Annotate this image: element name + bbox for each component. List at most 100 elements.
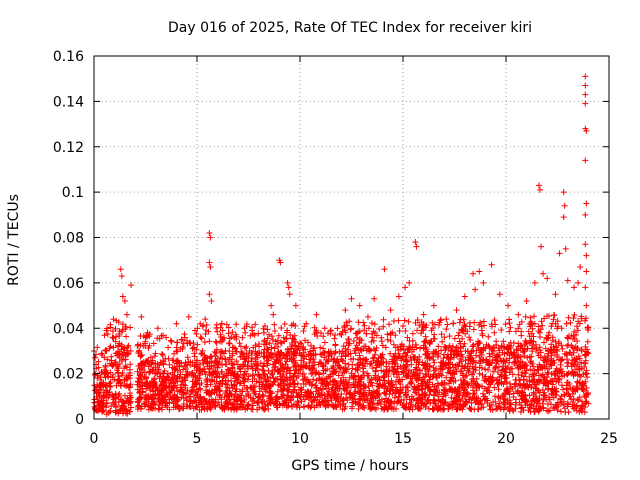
roti-point: [197, 334, 204, 341]
roti-point: [372, 351, 379, 358]
roti-point: [289, 341, 296, 348]
roti-point: [284, 392, 291, 399]
roti-point: [211, 402, 218, 409]
roti-peak-point: [583, 268, 590, 275]
roti-point: [522, 313, 529, 320]
roti-point: [482, 366, 489, 373]
roti-point: [166, 361, 173, 368]
roti-point: [381, 377, 388, 384]
roti-point: [149, 396, 156, 403]
roti-point: [301, 363, 308, 370]
roti-peak-point: [515, 311, 522, 318]
roti-point: [212, 352, 219, 359]
roti-point: [124, 351, 131, 358]
roti-point: [415, 395, 422, 402]
roti-point: [202, 371, 209, 378]
roti-point: [376, 362, 383, 369]
roti-point: [182, 365, 189, 372]
roti-point: [367, 406, 374, 413]
roti-point: [95, 390, 102, 397]
roti-point: [103, 400, 110, 407]
roti-point: [391, 394, 398, 401]
roti-point: [127, 324, 134, 331]
roti-point: [185, 358, 192, 365]
roti-point: [342, 366, 349, 373]
roti-point: [138, 361, 145, 368]
roti-point: [419, 359, 426, 366]
roti-point: [345, 361, 352, 368]
roti-point: [138, 370, 145, 377]
roti-peak-point: [292, 302, 299, 309]
roti-point: [166, 389, 173, 396]
roti-point: [203, 378, 210, 385]
roti-point: [345, 351, 352, 358]
roti-peak-point: [207, 234, 214, 241]
roti-point: [225, 404, 232, 411]
roti-point: [229, 365, 236, 372]
roti-point: [126, 408, 133, 415]
roti-point: [385, 360, 392, 367]
roti-point: [213, 339, 220, 346]
roti-point: [173, 384, 180, 391]
roti-point: [201, 352, 208, 359]
roti-point: [539, 322, 546, 329]
roti-point: [339, 369, 346, 376]
roti-point: [106, 380, 113, 387]
roti-point: [267, 399, 274, 406]
roti-point: [187, 393, 194, 400]
roti-point: [154, 361, 161, 368]
roti-peak-point: [321, 325, 328, 332]
roti-point: [345, 336, 352, 343]
roti-point: [360, 345, 367, 352]
roti-point: [225, 357, 232, 364]
x-tick-label: 25: [600, 431, 618, 447]
roti-point: [214, 328, 221, 335]
roti-point: [382, 404, 389, 411]
roti-point: [456, 319, 463, 326]
roti-point: [394, 355, 401, 362]
roti-point: [564, 342, 571, 349]
roti-point: [352, 366, 359, 373]
roti-point: [156, 391, 163, 398]
roti-point: [284, 346, 291, 353]
roti-point: [260, 381, 267, 388]
roti-point: [491, 317, 498, 324]
roti-point: [399, 354, 406, 361]
roti-point: [123, 347, 130, 354]
roti-point: [197, 395, 204, 402]
roti-point: [409, 330, 416, 337]
roti-point: [394, 365, 401, 372]
roti-peak-point: [284, 279, 291, 286]
roti-point: [109, 371, 116, 378]
roti-point: [244, 385, 251, 392]
roti-point: [389, 381, 396, 388]
roti-point: [135, 350, 142, 357]
roti-point: [345, 379, 352, 386]
roti-peak-point: [206, 229, 213, 236]
roti-peak-point: [575, 279, 582, 286]
roti-point: [271, 345, 278, 352]
roti-point: [528, 353, 535, 360]
roti-point: [342, 353, 349, 360]
roti-point: [306, 359, 313, 366]
roti-point: [121, 392, 128, 399]
roti-point: [325, 388, 332, 395]
roti-point: [440, 406, 447, 413]
roti-peak-point: [332, 332, 339, 339]
roti-point: [373, 345, 380, 352]
roti-point: [319, 380, 326, 387]
roti-point: [349, 403, 356, 410]
roti-point: [338, 331, 345, 338]
roti-point: [330, 364, 337, 371]
roti-point: [413, 377, 420, 384]
roti-point: [268, 383, 275, 390]
roti-point: [174, 357, 181, 364]
roti-point: [270, 375, 277, 382]
roti-point: [493, 338, 500, 345]
roti-point: [431, 359, 438, 366]
roti-point: [324, 330, 331, 337]
roti-point: [321, 391, 328, 398]
roti-point: [397, 399, 404, 406]
roti-point: [316, 376, 323, 383]
roti-point: [371, 405, 378, 412]
